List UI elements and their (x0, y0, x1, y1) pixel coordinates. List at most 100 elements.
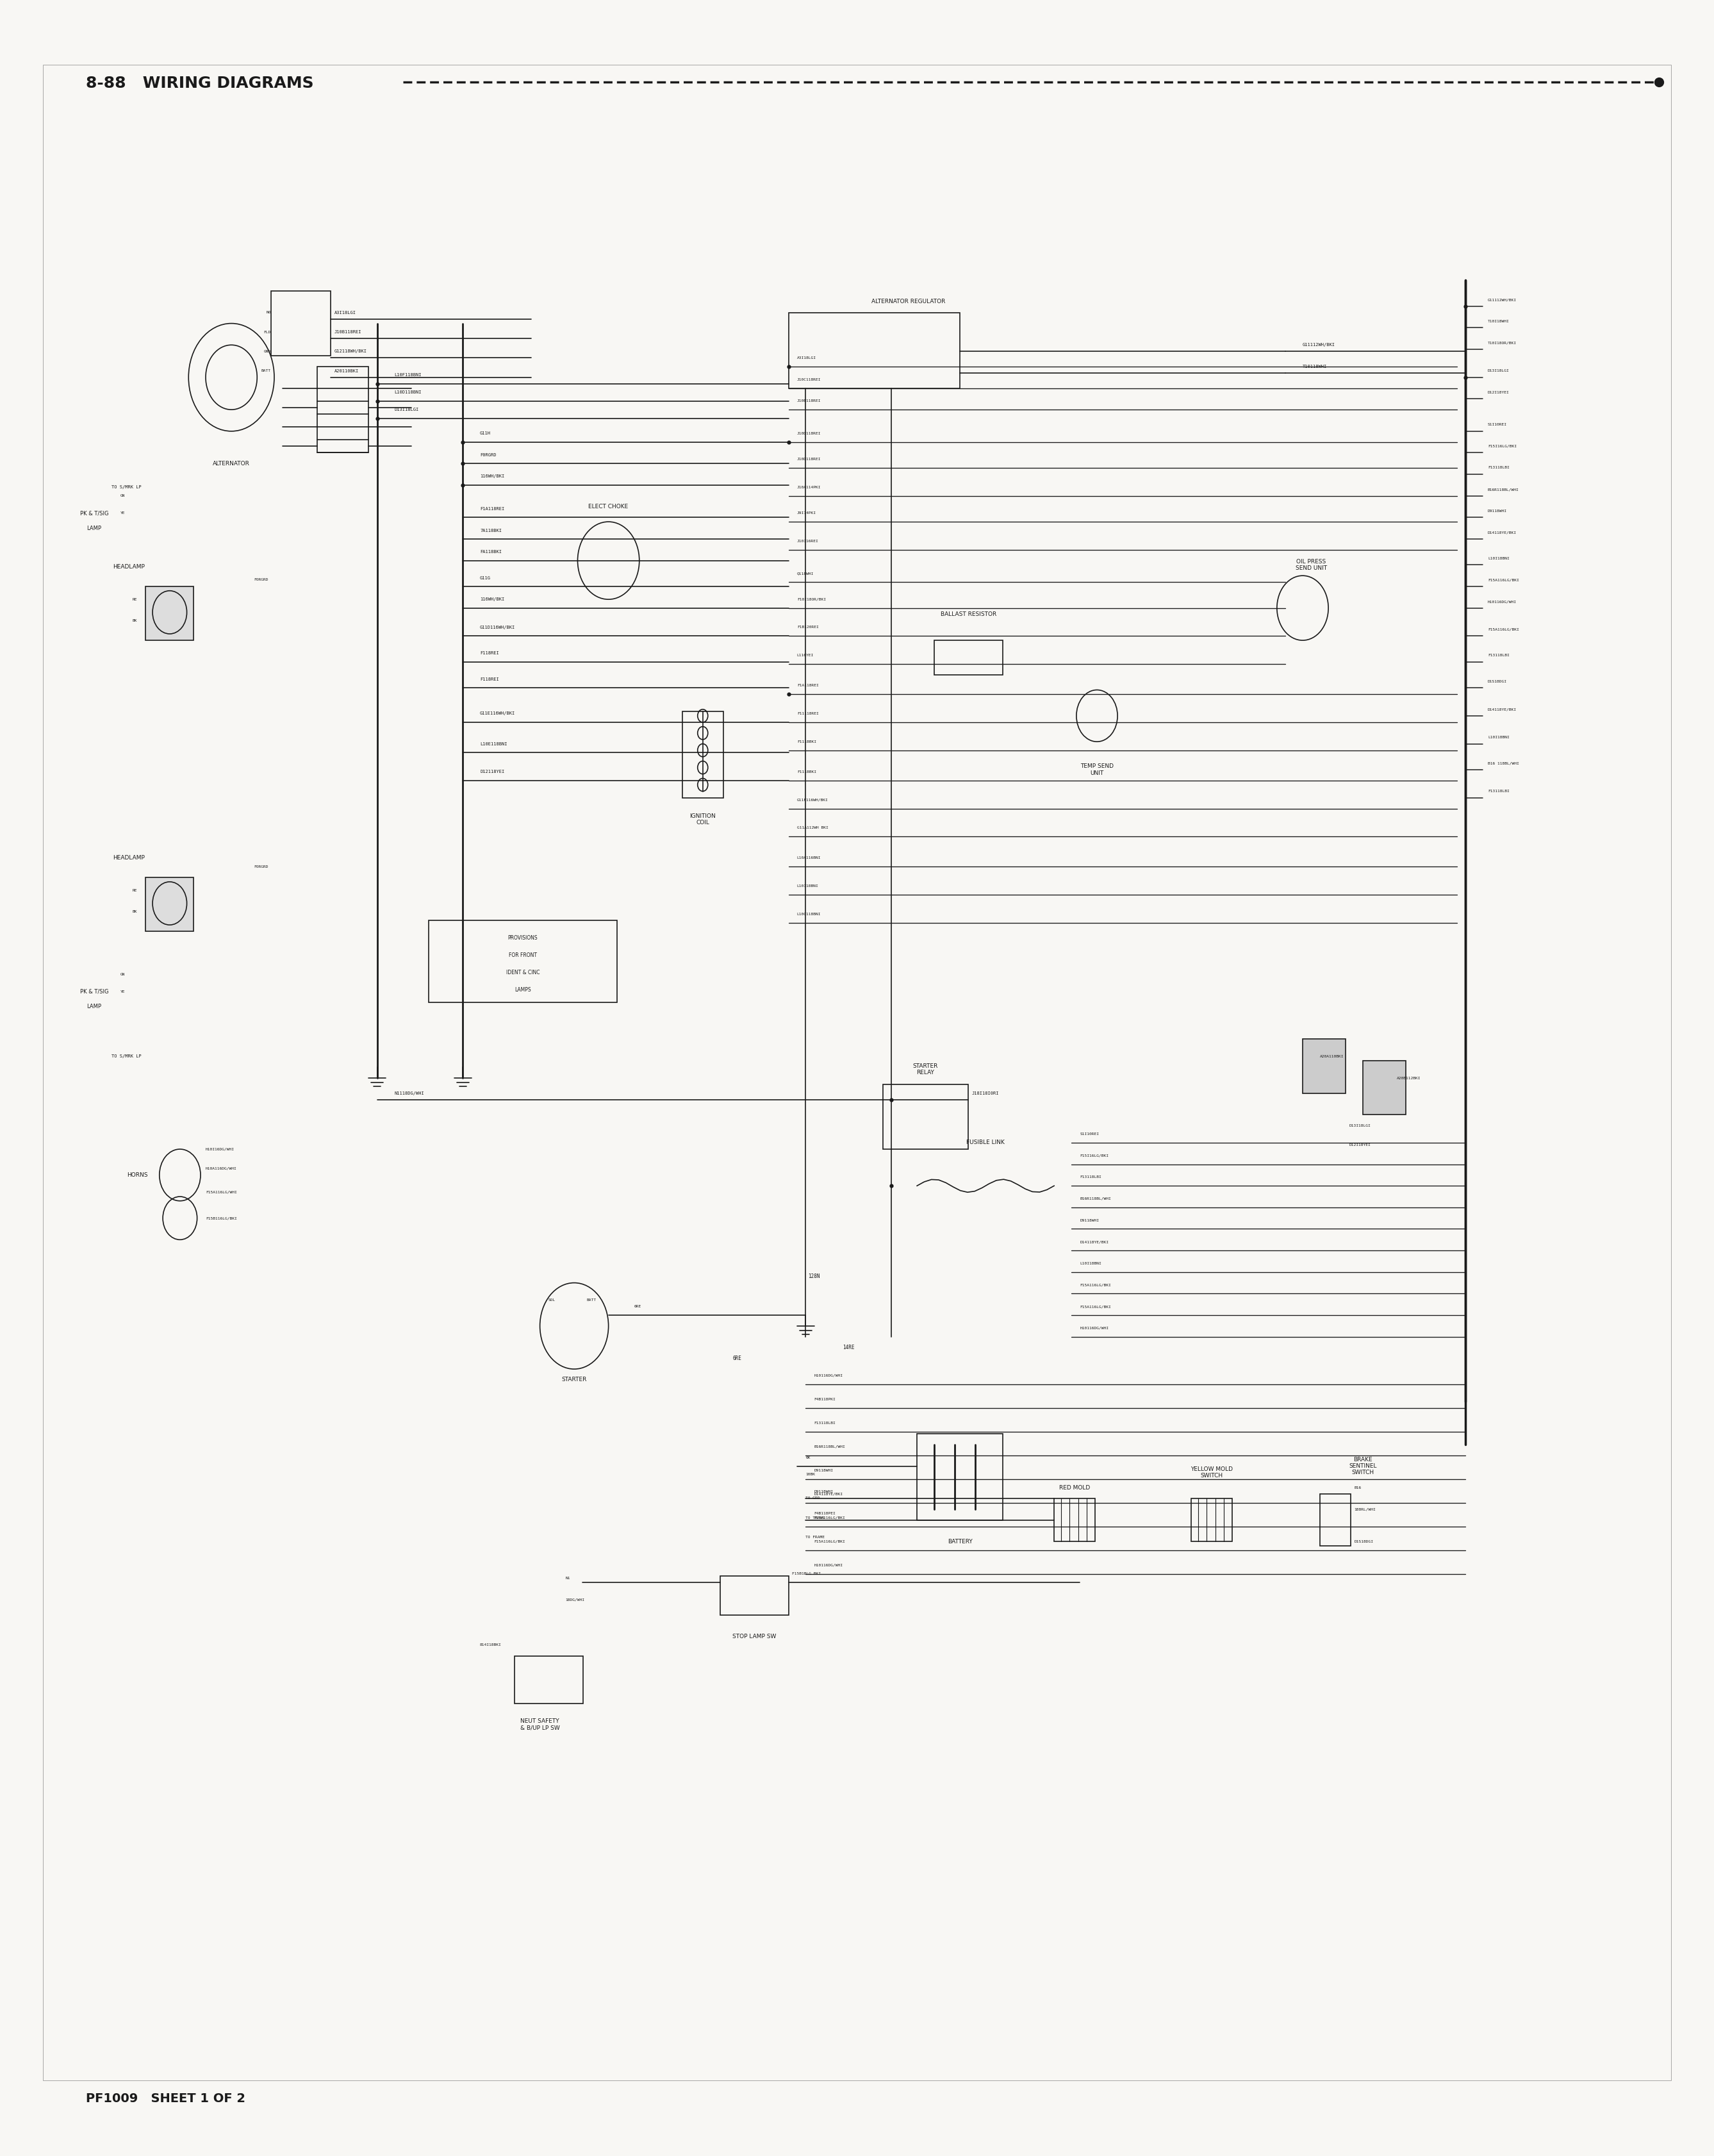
Text: F118REI: F118REI (480, 677, 499, 681)
Text: FUSIBLE LINK: FUSIBLE LINK (967, 1141, 1004, 1145)
Text: F15A116LG/BKI: F15A116LG/BKI (814, 1516, 845, 1520)
Text: NEUT SAFETY
& B/UP LP SW: NEUT SAFETY & B/UP LP SW (519, 1718, 560, 1731)
Text: T10118WHI: T10118WHI (1303, 364, 1327, 369)
Bar (1054, 1498, 1095, 1542)
Text: G11E116WH/BKI: G11E116WH/BKI (480, 711, 516, 716)
Text: F0RGRD: F0RGRD (480, 453, 497, 457)
Text: F118REI: F118REI (480, 651, 499, 655)
Bar (1320, 1494, 1351, 1546)
Text: D1S18DGI: D1S18DGI (1488, 679, 1507, 683)
Text: HORNS: HORNS (127, 1173, 147, 1177)
Text: 116WH/BKI: 116WH/BKI (480, 597, 504, 602)
Text: J10D118REI: J10D118REI (797, 431, 821, 436)
Bar (1303, 1039, 1345, 1093)
Text: IDENT & CINC: IDENT & CINC (506, 970, 540, 975)
Text: FORGRD: FORGRD (254, 578, 267, 582)
Bar (883, 1084, 968, 1149)
Text: G11F116WH/BKI: G11F116WH/BKI (797, 798, 828, 802)
Text: D9118WHI: D9118WHI (1488, 509, 1507, 513)
Bar (788, 313, 960, 388)
Text: D12118YEI: D12118YEI (480, 770, 504, 774)
Text: LAMP: LAMP (87, 526, 101, 530)
Text: PROVISIONS: PROVISIONS (507, 936, 538, 940)
Text: SOL: SOL (548, 1298, 555, 1302)
Text: T10I18WHI: T10I18WHI (1488, 319, 1510, 323)
Text: GN: GN (120, 972, 125, 977)
Text: F4B118PEI: F4B118PEI (814, 1511, 836, 1516)
Text: RE: RE (132, 888, 137, 893)
Text: S1I10REI: S1I10REI (1080, 1132, 1099, 1136)
Text: J10A114PKI: J10A114PKI (797, 485, 821, 489)
Text: HEADLAMP: HEADLAMP (113, 856, 144, 860)
Text: TO TRANS: TO TRANS (806, 1516, 824, 1520)
Text: F13118LBI: F13118LBI (1488, 466, 1510, 470)
Text: BK: BK (132, 619, 137, 623)
Text: 10BK: 10BK (806, 1473, 816, 1477)
Text: F15A116LG/BKI: F15A116LG/BKI (1080, 1304, 1111, 1309)
Text: GN: GN (120, 494, 125, 498)
Text: H10A116DG/WHI: H10A116DG/WHI (206, 1166, 237, 1171)
Text: T10I18OR/BKI: T10I18OR/BKI (1488, 341, 1517, 345)
Text: BRAKE
SENTINEL
SWITCH: BRAKE SENTINEL SWITCH (1349, 1457, 1376, 1475)
Text: PK & T/SIG: PK & T/SIG (81, 511, 108, 515)
Text: F15A116LG/BKI: F15A116LG/BKI (1080, 1283, 1111, 1287)
Text: G11G: G11G (480, 576, 490, 580)
Text: J10B118REI: J10B118REI (797, 399, 821, 403)
Text: TO FRAME: TO FRAME (806, 1535, 824, 1539)
Text: STARTER
RELAY: STARTER RELAY (914, 1063, 938, 1076)
Text: F1A118REI: F1A118REI (480, 507, 504, 511)
Text: H10I16DG/WHI: H10I16DG/WHI (206, 1147, 235, 1151)
Text: ALTERNATOR: ALTERNATOR (213, 461, 250, 466)
Text: 814I18BKI: 814I18BKI (480, 1643, 502, 1647)
Text: BATT: BATT (586, 1298, 596, 1302)
Text: N1: N1 (566, 1576, 571, 1580)
Text: LAMPS: LAMPS (514, 987, 531, 992)
Text: H10116DG/WHI: H10116DG/WHI (814, 1373, 843, 1378)
Text: D13I18LGI: D13I18LGI (1349, 1123, 1371, 1128)
Text: STOP LAMP SW: STOP LAMP SW (732, 1634, 776, 1639)
Text: D13I18LGI: D13I18LGI (394, 407, 418, 412)
Text: F15B116LG/BKI: F15B116LG/BKI (206, 1216, 237, 1220)
Text: J10I16REI: J10I16REI (797, 539, 819, 543)
Text: 6K: 6K (806, 1455, 811, 1460)
Text: G12118WH/BKI: G12118WH/BKI (334, 349, 367, 354)
Text: J10C118REI: J10C118REI (797, 377, 821, 382)
Text: F15A116LG/BKI: F15A116LG/BKI (814, 1539, 845, 1544)
Text: 7A118BKI: 7A118BKI (480, 528, 502, 533)
Text: L10I18BNI: L10I18BNI (1488, 735, 1510, 740)
Text: F4B118PKI: F4B118PKI (814, 1397, 836, 1401)
Text: A3I18LGI: A3I18LGI (797, 356, 816, 360)
Text: J18I18I0RI: J18I18I0RI (972, 1091, 999, 1095)
Text: J10B118REI: J10B118REI (334, 330, 362, 334)
Text: PK & T/SIG: PK & T/SIG (81, 990, 108, 994)
Text: BATT: BATT (261, 369, 271, 373)
Text: 18DG/WHI: 18DG/WHI (566, 1598, 584, 1602)
Text: BATTERY: BATTERY (948, 1539, 972, 1544)
Text: 6RE: 6RE (732, 1356, 742, 1360)
Text: F13118LBI: F13118LBI (1488, 653, 1510, 658)
Text: RE: RE (132, 597, 137, 602)
Text: TO GRD: TO GRD (806, 1496, 819, 1501)
Bar (146, 877, 194, 931)
Text: L10C118BNI: L10C118BNI (797, 912, 821, 916)
Text: F10I18OR/BKI: F10I18OR/BKI (797, 597, 826, 602)
Text: D12I18YEI: D12I18YEI (1349, 1143, 1371, 1147)
Text: FLD: FLD (264, 330, 271, 334)
Text: ELECT CHOKE: ELECT CHOKE (588, 505, 629, 509)
Text: TO S/MRK LP: TO S/MRK LP (111, 1054, 141, 1059)
Text: L116YEI: L116YEI (797, 653, 814, 658)
Text: TO S/MRK LP: TO S/MRK LP (111, 485, 141, 489)
Text: L10I18BNI: L10I18BNI (1080, 1261, 1102, 1266)
Text: L10F118BNI: L10F118BNI (394, 373, 422, 377)
Text: D14118YE/BKI: D14118YE/BKI (1080, 1240, 1109, 1244)
Text: F1B120REI: F1B120REI (797, 625, 819, 630)
Text: F15I16LG/BKI: F15I16LG/BKI (1080, 1153, 1109, 1158)
Text: L10I18BNI: L10I18BNI (797, 884, 819, 888)
Text: 14RE: 14RE (843, 1345, 854, 1350)
Text: B16R118BL/WHI: B16R118BL/WHI (1080, 1197, 1111, 1201)
Text: B16: B16 (1354, 1485, 1361, 1490)
Text: F15A116LG/BKI: F15A116LG/BKI (1488, 627, 1519, 632)
Text: FOR FRONT: FOR FRONT (509, 953, 536, 957)
Text: YE: YE (120, 990, 125, 994)
Text: 6RE: 6RE (634, 1304, 641, 1309)
